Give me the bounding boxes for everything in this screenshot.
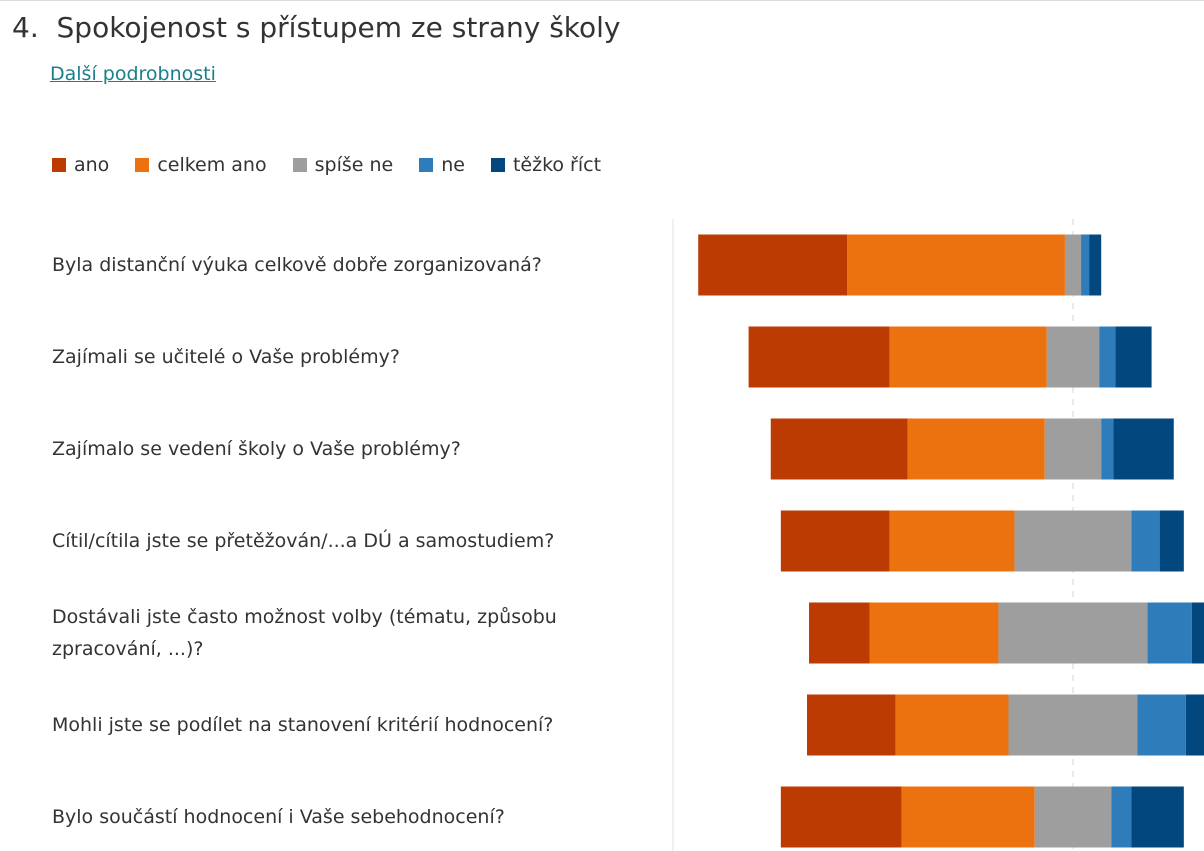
bar-segment <box>1044 418 1102 480</box>
bar-segment <box>1101 418 1114 480</box>
bar-segment <box>1131 786 1184 848</box>
bar-segment <box>1137 694 1186 756</box>
legend-label: těžko říct <box>512 154 602 176</box>
question-label: Zajímalo se vedení školy o Vaše problémy… <box>52 438 461 460</box>
legend-item: spíše ne <box>292 154 394 176</box>
bar-segment <box>1008 694 1138 756</box>
legend-item: těžko říct <box>490 154 602 176</box>
bar-segment <box>901 786 1035 848</box>
bar-segment <box>847 234 1065 296</box>
legend-label: ano <box>74 154 110 176</box>
bar-segment <box>1014 510 1132 572</box>
bar-segment <box>770 418 908 480</box>
bar-segment <box>907 418 1045 480</box>
bar-segment <box>889 510 1015 572</box>
question-label: Byla distanční výuka celkově dobře zorga… <box>52 254 542 276</box>
bar-segment <box>1081 234 1090 296</box>
legend-item: ne <box>419 154 465 176</box>
bar-segment <box>1099 326 1116 388</box>
question-label: Cítil/cítila jste se přetěžován/...a DÚ … <box>52 530 555 552</box>
bar-segment <box>809 602 870 664</box>
legend-swatch <box>292 158 307 172</box>
details-link[interactable]: Další podrobnosti <box>50 63 216 85</box>
bar-segment <box>698 234 848 296</box>
bar-segment <box>1185 694 1204 756</box>
question-label: Zajímali se učitelé o Vaše problémy? <box>52 346 400 368</box>
bar-segment <box>1089 234 1102 296</box>
question-label: Dostávali jste často možnost volby (téma… <box>52 606 557 660</box>
bar-segment <box>895 694 1009 756</box>
bar-segment <box>1115 326 1152 388</box>
legend-label: ne <box>441 154 465 176</box>
legend-swatch <box>52 158 66 172</box>
bar-segment <box>869 602 999 664</box>
bar-segment <box>1046 326 1100 388</box>
bar-segment <box>1034 786 1112 848</box>
legend: ano celkem ano spíše ne ne těžko říct <box>52 154 601 176</box>
bar-segment <box>1131 510 1160 572</box>
bar-segment <box>998 602 1148 664</box>
bar-segment <box>1191 602 1204 664</box>
bar-segment <box>889 326 1047 388</box>
bar-segment <box>1147 602 1192 664</box>
legend-item: celkem ano <box>135 154 267 176</box>
bar-segment <box>780 510 890 572</box>
question-label: Bylo součástí hodnocení i Vaše sebehodno… <box>52 806 505 828</box>
bar-segment <box>780 786 902 848</box>
bar-segment <box>748 326 890 388</box>
bar-segment <box>1113 418 1174 480</box>
question-title: 4. Spokojenost s přístupem ze strany ško… <box>12 11 621 44</box>
legend-swatch <box>419 158 434 172</box>
bar-segment <box>807 694 896 756</box>
question-label: Mohli jste se podílet na stanovení krité… <box>52 714 554 736</box>
bar-segment <box>1111 786 1132 848</box>
legend-label: spíše ne <box>314 154 394 176</box>
bar-segment <box>1159 510 1184 572</box>
legend-swatch <box>135 158 150 172</box>
legend-item: ano <box>52 154 109 176</box>
legend-swatch <box>490 158 505 172</box>
bar-segment <box>1064 234 1082 296</box>
legend-label: celkem ano <box>157 154 267 176</box>
